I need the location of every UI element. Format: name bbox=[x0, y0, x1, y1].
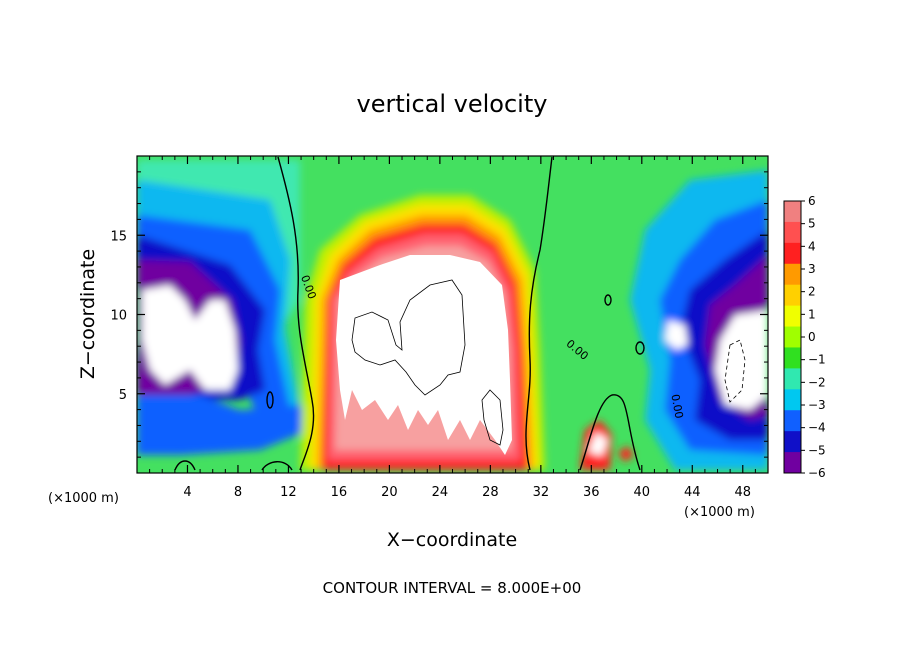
x-unit-label-left: (×1000 m) bbox=[48, 491, 119, 506]
colorbar-label: −3 bbox=[808, 398, 826, 412]
tiny-updraft bbox=[618, 446, 634, 462]
colorbar-swatch bbox=[784, 263, 801, 286]
colorbar-label: 0 bbox=[808, 330, 816, 344]
zero-contour-right bbox=[525, 156, 553, 471]
colorbar-label: 2 bbox=[808, 285, 816, 299]
y-axis-label: Z−coordinate bbox=[77, 249, 99, 379]
small-contour bbox=[266, 391, 274, 409]
x-tick-label: 8 bbox=[234, 485, 242, 500]
colorbar-swatch bbox=[784, 368, 801, 390]
x-tick-label: 32 bbox=[533, 485, 550, 500]
x-axis-label: X−coordinate bbox=[387, 529, 517, 551]
x-tick-label: 20 bbox=[381, 485, 398, 500]
colorbar-label: 6 bbox=[808, 194, 816, 208]
small-updraft-core bbox=[588, 432, 608, 456]
zero-contour-bottom-left bbox=[174, 460, 196, 471]
colorbar: 6 5 4 3 2 1 0 −1 −2 −3 −4 −5 −6 bbox=[783, 194, 826, 480]
colorbar-swatch bbox=[784, 201, 801, 223]
updraft-white-core bbox=[336, 255, 512, 455]
colorbar-label: 3 bbox=[808, 262, 816, 276]
colorbar-label: −1 bbox=[808, 353, 826, 367]
right-small-white bbox=[665, 320, 688, 350]
colorbar-swatch bbox=[784, 221, 801, 244]
zero-contour-left bbox=[277, 156, 315, 471]
x-tick-label: 44 bbox=[684, 485, 701, 500]
x-tick-label: 28 bbox=[482, 485, 499, 500]
x-tick-label: 24 bbox=[432, 485, 449, 500]
y-tick-label: 5 bbox=[119, 388, 127, 403]
updraft-inner-contour2 bbox=[481, 389, 504, 446]
colorbar-label: 5 bbox=[808, 217, 816, 231]
colorbar-swatch bbox=[784, 389, 801, 411]
x-tick-label: 40 bbox=[634, 485, 651, 500]
colorbar-label: −6 bbox=[808, 466, 826, 480]
x-tick-label: 12 bbox=[280, 485, 297, 500]
colorbar-label: −5 bbox=[808, 443, 826, 457]
left-white-core bbox=[142, 285, 238, 390]
small-contour3 bbox=[635, 341, 645, 355]
chart-title: vertical velocity bbox=[357, 90, 548, 118]
colorbar-swatch bbox=[784, 305, 801, 328]
colorbar-label: 1 bbox=[808, 307, 816, 321]
dashed-contour bbox=[724, 339, 746, 403]
colorbar-swatch bbox=[784, 242, 801, 265]
x-unit-label-right: (×1000 m) bbox=[684, 505, 755, 520]
y-tick-label: 10 bbox=[110, 309, 127, 324]
contour-lines bbox=[174, 156, 645, 471]
contour-interval-note: CONTOUR INTERVAL = 8.000E+00 bbox=[323, 579, 582, 597]
colorbar-swatch bbox=[784, 284, 801, 307]
zero-contour-southeast bbox=[579, 394, 641, 471]
colorbar-swatch bbox=[784, 347, 801, 369]
colorbar-label: −2 bbox=[808, 375, 826, 389]
x-axis-ticks: 4 8 12 16 20 24 28 32 36 40 44 48 bbox=[149, 156, 756, 500]
colorbar-swatch bbox=[784, 410, 801, 432]
y-axis-ticks: 5 10 15 bbox=[110, 171, 768, 458]
y-tick-label: 15 bbox=[110, 229, 127, 244]
colorbar-swatch bbox=[784, 326, 801, 348]
x-tick-label: 4 bbox=[183, 485, 191, 500]
contour-label-4: 0.00 bbox=[590, 440, 615, 453]
small-contour2 bbox=[604, 294, 612, 306]
colorbar-swatch bbox=[784, 452, 801, 474]
x-tick-label: 48 bbox=[734, 485, 751, 500]
x-tick-label: 16 bbox=[331, 485, 348, 500]
colorbar-label: 4 bbox=[808, 239, 816, 253]
colorbar-label: −4 bbox=[808, 421, 826, 435]
zero-contour-bottom-left2 bbox=[261, 461, 293, 471]
right-white-core bbox=[715, 310, 768, 410]
colorbar-swatch bbox=[784, 431, 801, 453]
contour-label-3: 0.00 bbox=[668, 393, 685, 419]
left-bottom-blue bbox=[137, 395, 310, 455]
updraft-inner-contour bbox=[351, 279, 466, 396]
plot-area bbox=[137, 156, 768, 473]
inner-contours bbox=[351, 279, 746, 446]
x-tick-label: 36 bbox=[583, 485, 600, 500]
